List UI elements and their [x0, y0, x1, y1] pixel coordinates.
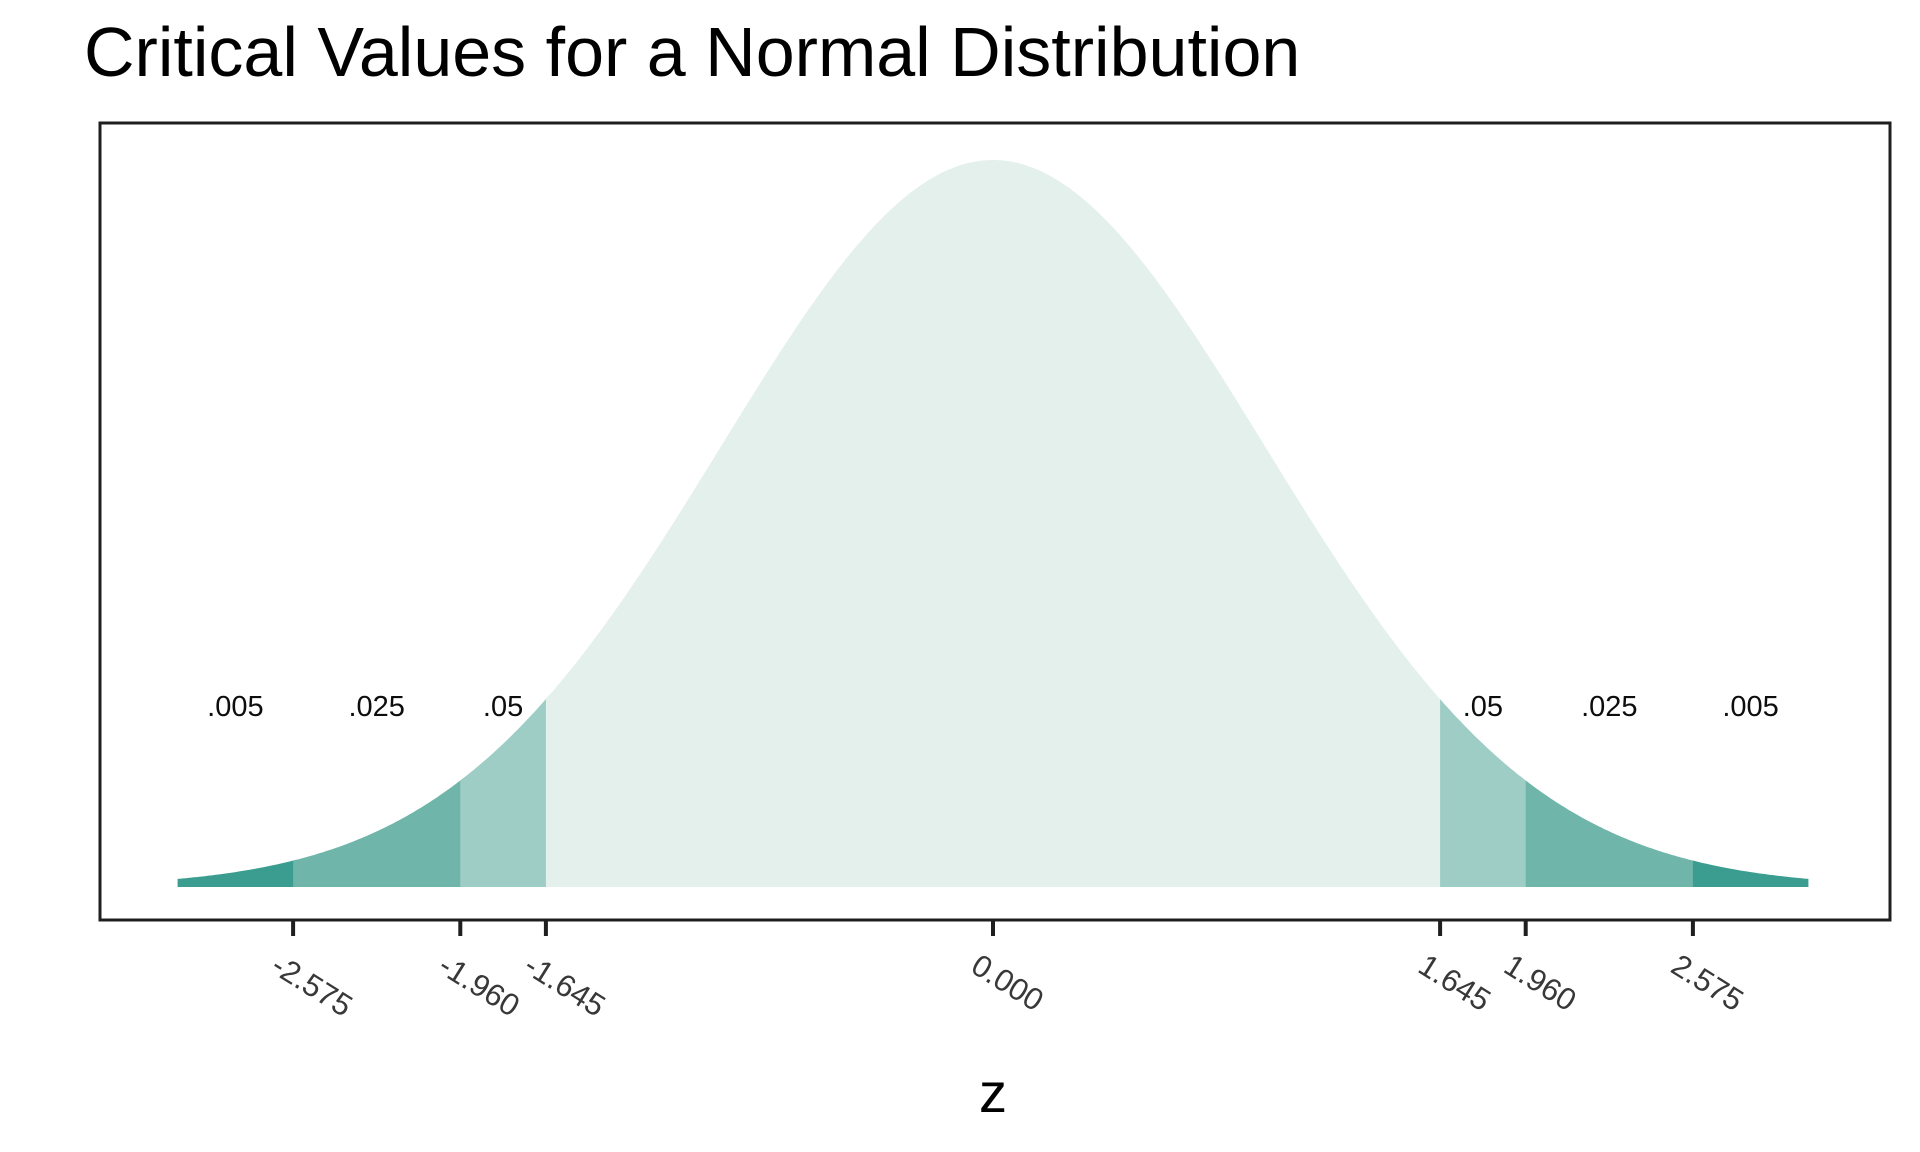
x-axis-tick-label-2: -1.645: [518, 947, 611, 1023]
tail-region-left-05: [460, 695, 550, 887]
tail-region-left-005: [177, 859, 297, 887]
x-axis-tick-label-3: 0.000: [965, 947, 1049, 1018]
tail-probability-label-2: .05: [483, 691, 523, 723]
x-axis-tick-label-6: 2.575: [1665, 947, 1749, 1018]
tail-region-right-05: [1440, 699, 1529, 887]
x-axis-tick-label-4: 1.645: [1413, 947, 1497, 1018]
density-body: [545, 160, 1444, 887]
x-axis-tick-label-5: 1.960: [1498, 947, 1582, 1018]
x-axis-title: z: [979, 1061, 1007, 1124]
x-axis-tick-label-0: -2.575: [266, 947, 359, 1023]
tail-probability-label-1: .025: [348, 691, 404, 723]
x-axis-tick-label-1: -1.960: [433, 947, 526, 1023]
tail-region-right-025: [1525, 780, 1697, 887]
tail-probability-label-4: .025: [1581, 691, 1637, 723]
tail-probability-label-0: .005: [207, 691, 263, 723]
tail-probability-label-3: .05: [1463, 691, 1503, 723]
tail-probability-label-5: .005: [1722, 691, 1778, 723]
tail-region-right-005: [1692, 860, 1809, 887]
chart-title: Critical Values for a Normal Distributio…: [84, 13, 1301, 91]
tail-region-left-025: [293, 778, 464, 887]
